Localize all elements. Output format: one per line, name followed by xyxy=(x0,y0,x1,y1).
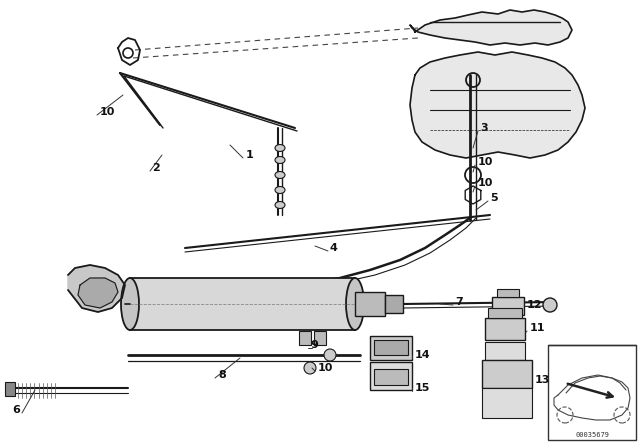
Text: 12: 12 xyxy=(527,300,543,310)
Ellipse shape xyxy=(275,202,285,208)
Circle shape xyxy=(324,349,336,361)
Bar xyxy=(5,382,15,396)
Bar xyxy=(370,362,412,390)
Bar xyxy=(488,308,522,318)
Text: 6: 6 xyxy=(12,405,20,415)
Text: 10: 10 xyxy=(478,178,493,188)
Text: 8: 8 xyxy=(218,370,226,380)
Ellipse shape xyxy=(121,278,139,330)
Bar xyxy=(314,331,326,345)
Text: 13: 13 xyxy=(535,375,550,385)
Bar xyxy=(548,345,636,440)
Text: 10: 10 xyxy=(100,107,115,117)
Bar xyxy=(130,278,355,330)
Text: 10: 10 xyxy=(318,363,333,373)
Polygon shape xyxy=(78,278,118,308)
Text: 00035679: 00035679 xyxy=(575,432,609,438)
Ellipse shape xyxy=(275,145,285,151)
Bar xyxy=(299,331,311,345)
Text: 2: 2 xyxy=(152,163,160,173)
Polygon shape xyxy=(410,10,572,45)
Text: 9: 9 xyxy=(310,340,318,350)
Polygon shape xyxy=(68,265,125,312)
Text: 1: 1 xyxy=(246,150,253,160)
Ellipse shape xyxy=(346,278,364,330)
Bar xyxy=(374,369,408,385)
Text: 7: 7 xyxy=(455,297,463,307)
Bar xyxy=(482,360,532,388)
Text: 11: 11 xyxy=(530,323,545,333)
Circle shape xyxy=(304,362,316,374)
Bar xyxy=(482,388,532,418)
Polygon shape xyxy=(410,52,585,158)
Circle shape xyxy=(543,298,557,312)
Text: 14: 14 xyxy=(415,350,431,360)
Bar xyxy=(370,336,412,360)
Bar xyxy=(374,340,408,355)
Ellipse shape xyxy=(275,172,285,178)
Bar xyxy=(485,318,525,340)
Bar xyxy=(355,292,385,316)
Text: 3: 3 xyxy=(480,123,488,133)
Ellipse shape xyxy=(275,186,285,194)
Ellipse shape xyxy=(275,156,285,164)
Bar xyxy=(492,297,524,315)
Text: 15: 15 xyxy=(415,383,430,393)
Text: 4: 4 xyxy=(330,243,338,253)
Bar xyxy=(485,342,525,360)
Text: 10: 10 xyxy=(478,157,493,167)
Bar xyxy=(497,289,519,297)
Text: 5: 5 xyxy=(490,193,498,203)
Bar xyxy=(385,295,403,313)
